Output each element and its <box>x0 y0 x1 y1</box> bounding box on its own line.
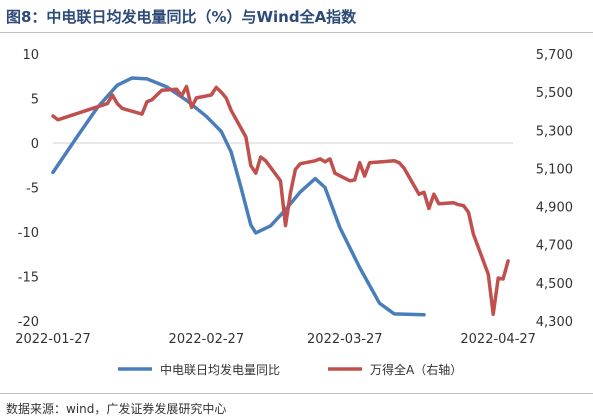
series-layer <box>51 76 510 317</box>
y-left-tick-label: 5 <box>31 93 39 108</box>
y-right-tick-label: 4,300 <box>536 315 573 330</box>
series-line-1 <box>51 76 426 317</box>
chart-title: 图8：中电联日均发电量同比（%）与Wind全A指数 <box>6 8 357 26</box>
y-left-tick-label: 0 <box>31 137 39 152</box>
y-left-tick-label: -20 <box>18 315 39 330</box>
x-tick-label: 2022-02-27 <box>169 332 245 347</box>
source-divider <box>0 393 593 394</box>
title-divider <box>0 32 593 33</box>
x-tick-label: 2022-01-27 <box>15 332 91 347</box>
source-note: 数据来源：wind，广发证券发展研究中心 <box>6 402 227 416</box>
series-line-2 <box>51 84 510 317</box>
legend-label-2: 万得全A（右轴） <box>370 362 462 377</box>
x-axis-ticks: 2022-01-27 2022-02-27 2022-03-27 2022-04-27 <box>15 332 536 347</box>
y-right-tick-label: 5,300 <box>536 124 573 139</box>
legend-label-1: 中电联日均发电量同比 <box>160 362 280 377</box>
y-left-tick-label: 10 <box>22 48 39 63</box>
y-right-tick-label: 4,500 <box>536 277 573 292</box>
y-right-tick-label: 4,700 <box>536 239 573 254</box>
y-right-tick-label: 5,500 <box>536 86 573 101</box>
legend: 中电联日均发电量同比 万得全A（右轴） <box>118 362 462 377</box>
y-right-tick-label: 4,900 <box>536 201 573 216</box>
line-chart: 10 5 0 -5 -10 -15 -20 5,700 5,500 5,300 5,100 4,90… <box>15 48 573 377</box>
left-axis-ticks: 10 5 0 -5 -10 -15 -20 <box>18 48 39 330</box>
x-tick-label: 2022-03-27 <box>307 332 383 347</box>
y-right-tick-label: 5,700 <box>536 48 573 63</box>
y-left-tick-label: -15 <box>18 271 39 286</box>
y-right-tick-label: 5,100 <box>536 162 573 177</box>
y-left-tick-label: -10 <box>18 226 39 241</box>
x-tick-label: 2022-04-27 <box>460 332 536 347</box>
right-axis-ticks: 5,700 5,500 5,300 5,100 4,900 4,700 4,500 4,300 <box>536 48 573 330</box>
y-left-tick-label: -5 <box>26 182 39 197</box>
